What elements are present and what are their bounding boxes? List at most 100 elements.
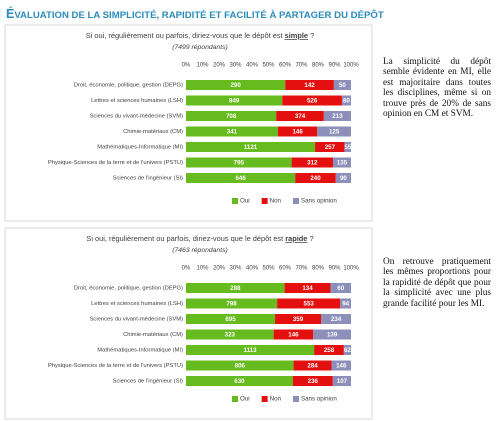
category-label: Droit, économie, politique, gestion (DEP…: [74, 286, 183, 292]
legend-label: Oui: [240, 198, 250, 205]
x-tick-label: 60%: [279, 63, 292, 69]
data-label: 798: [226, 301, 237, 308]
data-label: 146: [292, 129, 303, 136]
title-part: simple: [285, 31, 308, 40]
bar-segment: [277, 298, 341, 309]
chart-frame: [4, 227, 373, 420]
data-label: 849: [229, 98, 240, 105]
bar-segment: [291, 157, 334, 168]
bar-segment: [276, 111, 324, 121]
paragraph: La simplicité du dépôt semble évidente e…: [383, 57, 491, 120]
bar-segment: [186, 157, 292, 168]
bar-segment: [344, 142, 351, 152]
bar-segment: [333, 80, 351, 90]
bar-segment: [331, 360, 351, 371]
bar-segment: [317, 126, 351, 137]
data-label: 50: [339, 82, 346, 89]
category-label: Chimie-matériaux (CM): [123, 129, 183, 135]
data-label: 257: [325, 144, 336, 151]
data-label: 1121: [244, 144, 258, 151]
bar-segment: [285, 80, 334, 90]
bar-segment: [186, 360, 294, 371]
x-tick-label: 100%: [343, 63, 359, 69]
x-tick-label: 70%: [295, 266, 308, 272]
data-label: 374: [295, 113, 306, 120]
x-tick-label: 0%: [182, 266, 191, 272]
data-label: 146: [336, 363, 347, 370]
data-label: 60: [337, 285, 344, 292]
bar-segment: [186, 329, 274, 340]
bar-segment: [186, 376, 293, 386]
bar-segment: [273, 329, 314, 340]
data-label: 323: [225, 332, 236, 339]
legend-label: Non: [270, 198, 282, 205]
category-label: Sciences du vivant-médecine (SVM): [90, 317, 184, 323]
legend-swatch: [232, 396, 238, 402]
heading: ÉVALUATION DE LA SIMPLICITÉ, RAPIDITÉ ET…: [6, 7, 384, 21]
legend-label: Sans opinion: [301, 198, 337, 205]
category-label: Mathématiques-Informatique (MI): [97, 145, 183, 151]
bar-segment: [340, 298, 351, 309]
legend-swatch: [232, 198, 238, 204]
x-tick-label: 90%: [328, 266, 341, 272]
bar-segment: [282, 95, 342, 106]
x-tick-label: 0%: [182, 63, 191, 69]
bar-segment: [186, 126, 278, 137]
x-tick-label: 60%: [279, 266, 292, 272]
data-label: 234: [331, 316, 342, 323]
legend-label: Sans opinion: [301, 396, 337, 403]
bar-segment: [186, 173, 296, 183]
chart-title: Si oui, régulièrement ou parfois, diriez…: [86, 234, 313, 243]
x-tick-label: 20%: [213, 266, 226, 272]
data-label: 526: [307, 98, 318, 105]
data-label: 55: [344, 144, 351, 151]
category-label: Droit, économie, politique, gestion (DEP…: [74, 83, 183, 89]
bar-segment: [186, 345, 315, 355]
title-part: Si oui, régulièrement ou parfois, diriez…: [86, 234, 285, 243]
legend-label: Oui: [240, 396, 250, 403]
data-label: 107: [337, 378, 348, 385]
data-label: 359: [293, 316, 304, 323]
bar-segment: [335, 173, 351, 183]
x-tick-label: 80%: [312, 63, 325, 69]
bar-segment: [295, 173, 336, 183]
x-tick-label: 70%: [295, 63, 308, 69]
data-label: 1113: [244, 347, 258, 354]
x-tick-label: 50%: [262, 63, 275, 69]
title-part: ?: [308, 31, 314, 40]
data-label: 236: [308, 378, 319, 385]
data-label: 240: [310, 175, 321, 182]
bar-segment: [341, 95, 351, 106]
data-label: 125: [329, 129, 340, 136]
bar-segment: [275, 314, 322, 324]
data-label: 708: [226, 113, 237, 120]
legend-swatch: [261, 198, 268, 204]
category-label: Lettres et sciences humaines (LSH): [91, 98, 183, 104]
category-label: Lettres et sciences humaines (LSH): [91, 301, 183, 307]
data-label: 312: [307, 160, 318, 167]
category-label: Chimie-matériaux (CM): [123, 332, 183, 338]
legend-swatch: [293, 396, 299, 402]
bar-segment: [186, 142, 316, 152]
bar-segment: [333, 157, 351, 168]
title-part: Si oui, régulièrement ou parfois, diriez…: [86, 31, 285, 40]
data-label: 341: [227, 129, 238, 136]
x-tick-label: 30%: [229, 63, 242, 69]
data-label: 553: [304, 301, 315, 308]
data-label: 290: [230, 82, 241, 89]
x-tick-label: 20%: [213, 63, 226, 69]
bar-segment: [314, 345, 344, 355]
x-tick-label: 10%: [196, 63, 209, 69]
paragraph: On retrouve pratiquement les mêmes propo…: [383, 257, 491, 309]
data-label: 135: [337, 160, 348, 167]
bar-segment: [186, 111, 277, 121]
bar-segment: [330, 283, 351, 293]
category-label: Physique-Sciences de la terre et de l'un…: [48, 160, 183, 166]
bar-segment: [284, 283, 331, 293]
title-part: ?: [307, 234, 313, 243]
bar-segment: [277, 126, 318, 137]
bar-segment: [313, 329, 351, 340]
category-label: Sciences de l'ingénieur (SI): [113, 379, 183, 385]
data-label: 146: [288, 332, 299, 339]
